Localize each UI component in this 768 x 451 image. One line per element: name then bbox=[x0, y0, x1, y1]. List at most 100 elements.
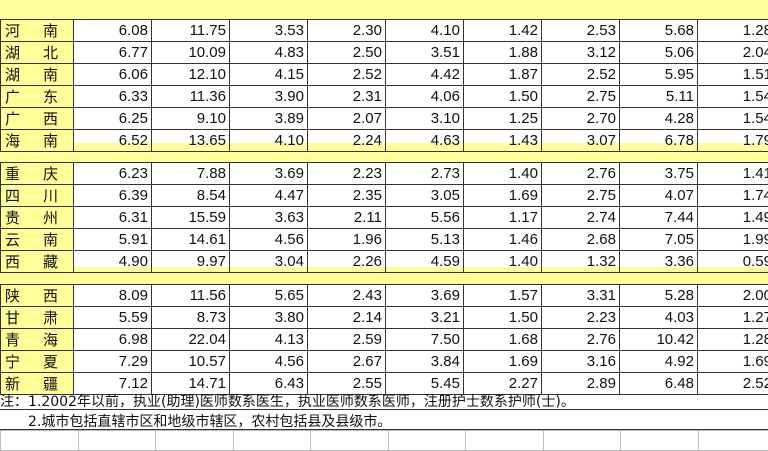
value-cell: 2.07 bbox=[308, 108, 386, 130]
value-cell: 2.26 bbox=[308, 251, 386, 273]
value-cell: 3.10 bbox=[386, 108, 464, 130]
value-cell: 9.10 bbox=[152, 108, 230, 130]
value-cell: 13.65 bbox=[152, 130, 230, 152]
value-cell: 11.36 bbox=[152, 86, 230, 108]
table-row: 广西6.259.103.892.073.101.252.704.281.54 bbox=[1, 108, 768, 130]
value-cell: 4.03 bbox=[620, 307, 698, 329]
value-cell: 1.69 bbox=[464, 185, 542, 207]
value-cell: 3.04 bbox=[230, 251, 308, 273]
value-cell: 5.95 bbox=[620, 64, 698, 86]
value-cell: 11.56 bbox=[152, 285, 230, 307]
value-cell: 2.74 bbox=[542, 207, 620, 229]
value-cell: 3.69 bbox=[230, 163, 308, 185]
value-cell: 12.10 bbox=[152, 64, 230, 86]
value-cell: 5.11 bbox=[620, 86, 698, 108]
province-char: 肃 bbox=[43, 307, 74, 328]
province-char: 西 bbox=[5, 251, 43, 272]
value-cell: 2.23 bbox=[308, 163, 386, 185]
value-cell: 1.32 bbox=[542, 251, 620, 273]
province-char: 南 bbox=[43, 130, 74, 151]
value-cell: 1.57 bbox=[464, 285, 542, 307]
value-cell: 8.54 bbox=[152, 185, 230, 207]
separator-band-top bbox=[0, 0, 768, 20]
value-cell: 5.59 bbox=[74, 307, 152, 329]
value-cell: 4.83 bbox=[230, 42, 308, 64]
value-cell: 11.75 bbox=[152, 20, 230, 42]
value-cell: 3.75 bbox=[620, 163, 698, 185]
province-char: 广 bbox=[5, 86, 43, 107]
value-cell: 2.76 bbox=[542, 163, 620, 185]
province-char: 海 bbox=[5, 130, 43, 151]
value-cell: 1.69 bbox=[698, 351, 768, 373]
province-char: 云 bbox=[5, 229, 43, 250]
value-cell: 4.63 bbox=[386, 130, 464, 152]
province-cell: 四川 bbox=[1, 185, 74, 207]
value-cell: 2.67 bbox=[308, 351, 386, 373]
table-row: 重庆6.237.883.692.232.731.402.763.751.41 bbox=[1, 163, 768, 185]
province-char: 西 bbox=[43, 108, 74, 129]
value-cell: 4.90 bbox=[74, 251, 152, 273]
value-cell: 4.10 bbox=[230, 130, 308, 152]
province-cell: 青海 bbox=[1, 329, 74, 351]
value-cell: 4.15 bbox=[230, 64, 308, 86]
province-cell: 湖南 bbox=[1, 64, 74, 86]
province-char: 青 bbox=[5, 329, 43, 350]
province-char: 庆 bbox=[43, 163, 74, 184]
value-cell: 3.69 bbox=[386, 285, 464, 307]
province-cell: 云南 bbox=[1, 229, 74, 251]
value-cell: 1.41 bbox=[698, 163, 768, 185]
province-char: 河 bbox=[5, 20, 43, 41]
value-cell: 10.57 bbox=[152, 351, 230, 373]
value-cell: 3.12 bbox=[542, 42, 620, 64]
value-cell: 4.59 bbox=[386, 251, 464, 273]
province-cell: 广西 bbox=[1, 108, 74, 130]
value-cell: 1.43 bbox=[464, 130, 542, 152]
value-cell: 2.52 bbox=[542, 64, 620, 86]
value-cell: 3.05 bbox=[386, 185, 464, 207]
value-cell: 6.33 bbox=[74, 86, 152, 108]
partial-row bbox=[0, 430, 768, 451]
province-char: 海 bbox=[43, 329, 74, 350]
value-cell: 5.28 bbox=[620, 285, 698, 307]
value-cell: 4.06 bbox=[386, 86, 464, 108]
value-cell: 4.92 bbox=[620, 351, 698, 373]
value-cell: 6.25 bbox=[74, 108, 152, 130]
value-cell: 7.50 bbox=[386, 329, 464, 351]
province-char: 南 bbox=[43, 229, 74, 250]
value-cell: 5.68 bbox=[620, 20, 698, 42]
value-cell: 2.24 bbox=[308, 130, 386, 152]
value-cell: 4.13 bbox=[230, 329, 308, 351]
value-cell: 2.04 bbox=[698, 42, 768, 64]
value-cell: 1.46 bbox=[464, 229, 542, 251]
value-cell: 4.07 bbox=[620, 185, 698, 207]
value-cell: 1.68 bbox=[464, 329, 542, 351]
value-cell: 1.50 bbox=[464, 307, 542, 329]
value-cell: 22.04 bbox=[152, 329, 230, 351]
value-cell: 2.31 bbox=[308, 86, 386, 108]
value-cell: 10.09 bbox=[152, 42, 230, 64]
value-cell: 2.52 bbox=[308, 64, 386, 86]
value-cell: 6.48 bbox=[620, 373, 698, 395]
province-cell: 广东 bbox=[1, 86, 74, 108]
value-cell: 3.21 bbox=[386, 307, 464, 329]
value-cell: 0.59 bbox=[698, 251, 768, 273]
value-cell: 3.51 bbox=[386, 42, 464, 64]
value-cell: 3.84 bbox=[386, 351, 464, 373]
value-cell: 1.40 bbox=[464, 163, 542, 185]
table-row: 四川6.398.544.472.353.051.692.754.071.74 bbox=[1, 185, 768, 207]
province-cell: 海南 bbox=[1, 130, 74, 152]
value-cell: 2.70 bbox=[542, 108, 620, 130]
value-cell: 1.88 bbox=[464, 42, 542, 64]
value-cell: 3.53 bbox=[230, 20, 308, 42]
province-char: 南 bbox=[43, 20, 74, 41]
note-1: 注：1.2002年以前，执业(助理)医师数系医生，执业医师数系医师，注册护士数系… bbox=[0, 391, 575, 411]
value-cell: 6.06 bbox=[74, 64, 152, 86]
value-cell: 5.06 bbox=[620, 42, 698, 64]
value-cell: 2.76 bbox=[542, 329, 620, 351]
